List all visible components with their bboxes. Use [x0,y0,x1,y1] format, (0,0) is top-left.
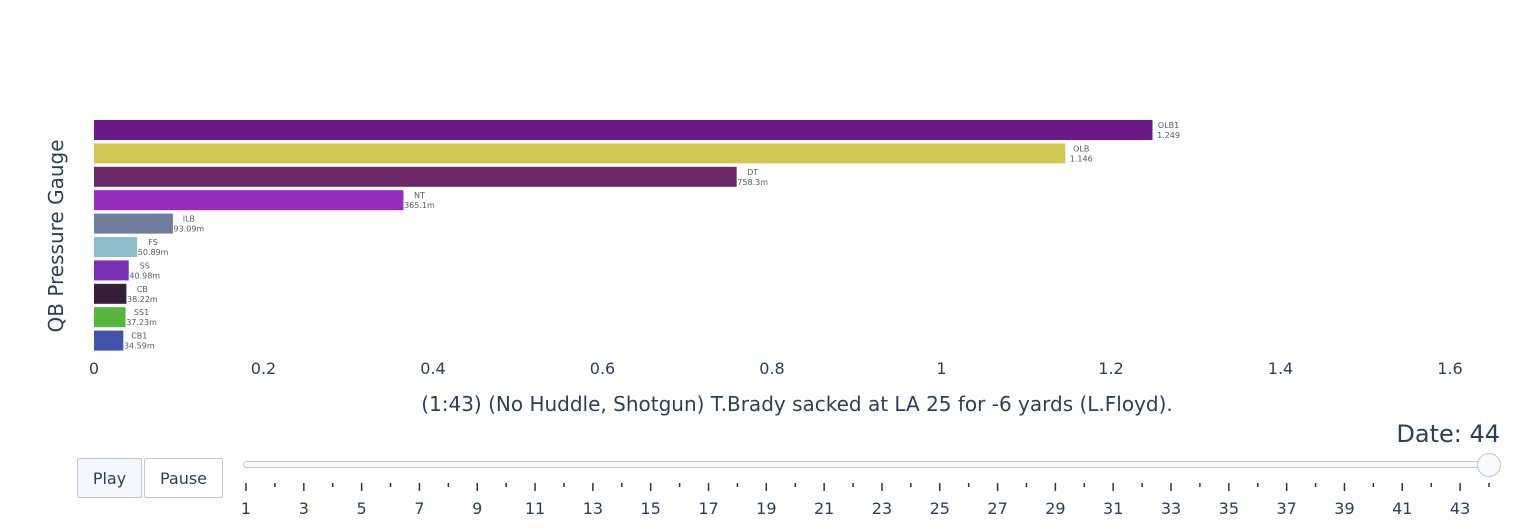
slider-tick-label: 37 [1276,499,1296,518]
x-tick-label: 0.8 [759,359,784,378]
x-axis-title: (1:43) (No Huddle, Shotgun) T.Brady sack… [421,392,1173,416]
bar-category-label: NT [414,191,425,200]
x-tick-label: 1.4 [1268,359,1293,378]
slider-tick-label: 25 [930,499,950,518]
bar-category-label: DT [747,168,758,177]
slider-ticks: 1 3 5 7 9 11 13 15 17 19 21 23 25 27 29 31 33 35 37 39 41 43 [241,483,1490,518]
bar-value-label: 758.3m [737,178,768,187]
bar-value-label: 37.23m [126,318,157,327]
bar-cb1[interactable] [94,330,124,351]
slider-tick-label: 43 [1450,499,1470,518]
x-axis-ticks: 0 0.2 0.4 0.6 0.8 1 1.2 1.4 1.6 [89,359,1463,378]
bar-ss[interactable] [94,260,129,281]
bar-value-label: 93.09m [174,225,205,234]
bar-value-label: 1.249 [1157,131,1180,140]
slider-tick-label: 27 [987,499,1007,518]
bar-fs[interactable] [94,237,138,257]
x-tick-label: 1 [936,359,946,378]
slider-tick-label: 13 [583,499,603,518]
slider-current-value: Date: 44 [1396,420,1500,448]
slider-tick-label: 5 [357,499,367,518]
bar-dt[interactable] [94,166,737,187]
bar-nt[interactable] [94,190,404,211]
slider-handle[interactable] [1477,453,1501,477]
x-tick-label: 0.2 [251,359,276,378]
y-axis-title: QB Pressure Gauge [44,139,68,332]
bar-olb1[interactable] [94,120,1153,140]
slider-tick-label: 17 [698,499,718,518]
slider-tick-label: 1 [241,499,251,518]
bars-group [94,120,1153,351]
slider-tick-label: 9 [472,499,482,518]
slider-tick-label: 3 [299,499,309,518]
bar-value-label: 34.59m [124,342,155,351]
slider-tick-label: 7 [414,499,424,518]
bar-value-label: 40.98m [129,271,160,280]
bar-ss1[interactable] [94,307,126,328]
bar-category-label: FS [148,238,158,247]
x-tick-label: 0.6 [590,359,615,378]
bar-ilb[interactable] [94,213,173,234]
bar-cb[interactable] [94,283,127,304]
play-button[interactable]: Play [77,458,142,498]
slider-track[interactable] [243,461,1493,468]
slider-tick-label: 39 [1334,499,1354,518]
bar-value-label: 38.22m [127,295,158,304]
slider-tick-label: 33 [1161,499,1181,518]
bar-category-label: ILB [183,215,195,224]
x-tick-label: 1.2 [1098,359,1123,378]
bar-category-label: CB [137,285,148,294]
bar-olb[interactable] [94,143,1066,164]
slider-tick-label: 21 [814,499,834,518]
pause-button[interactable]: Pause [144,458,223,498]
x-tick-label: 1.6 [1437,359,1462,378]
bar-value-label: 365.1m [404,201,435,210]
bar-value-label: 1.146 [1070,154,1093,163]
x-tick-label: 0 [89,359,99,378]
bar-value-label: 50.89m [138,248,169,257]
bar-category-label: OLB1 [1158,121,1179,130]
slider-tick-label: 35 [1219,499,1239,518]
slider-tick-label: 11 [525,499,545,518]
slider-tick-label: 15 [641,499,661,518]
bar-category-label: OLB [1073,144,1089,153]
slider-tick-label: 41 [1392,499,1412,518]
slider-tick-label: 29 [1045,499,1065,518]
slider-tick-label: 19 [756,499,776,518]
slider-tick-label: 23 [872,499,892,518]
bar-category-label: SS [140,261,150,270]
x-tick-label: 0.4 [420,359,445,378]
bar-category-label: CB1 [131,332,147,341]
bar-category-label: SS1 [134,308,149,317]
slider-tick-label: 31 [1103,499,1123,518]
